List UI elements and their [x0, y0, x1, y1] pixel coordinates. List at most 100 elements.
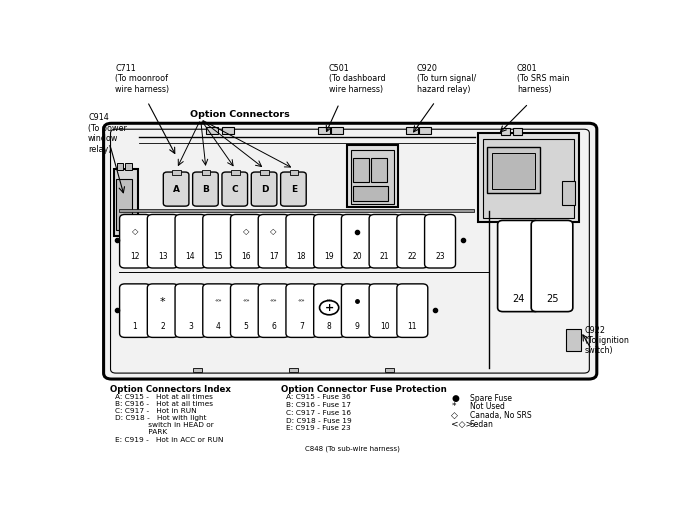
- Text: +: +: [325, 303, 334, 313]
- FancyBboxPatch shape: [193, 172, 218, 206]
- Bar: [372, 158, 387, 182]
- Text: 11: 11: [407, 322, 417, 331]
- Text: 13: 13: [158, 252, 168, 262]
- FancyBboxPatch shape: [341, 284, 372, 337]
- Bar: [406, 127, 418, 134]
- Bar: [493, 153, 535, 188]
- FancyBboxPatch shape: [286, 284, 317, 337]
- Text: 16: 16: [241, 252, 250, 262]
- FancyBboxPatch shape: [230, 214, 261, 268]
- Text: Canada, No SRS: Canada, No SRS: [470, 411, 532, 420]
- Text: 8: 8: [327, 322, 332, 331]
- Text: 4: 4: [216, 322, 221, 331]
- Text: 19: 19: [324, 252, 334, 262]
- FancyBboxPatch shape: [120, 214, 151, 268]
- Bar: [222, 127, 234, 134]
- Text: Option Connectors Index: Option Connectors Index: [110, 385, 231, 394]
- Text: Sedan: Sedan: [470, 420, 494, 429]
- Bar: [231, 170, 239, 175]
- Text: «»: «»: [270, 298, 277, 303]
- Bar: [419, 127, 431, 134]
- FancyBboxPatch shape: [120, 284, 151, 337]
- Text: 10: 10: [380, 322, 389, 331]
- Text: 12: 12: [130, 252, 140, 262]
- Text: Option Connector Fuse Protection: Option Connector Fuse Protection: [281, 385, 447, 394]
- FancyBboxPatch shape: [163, 172, 189, 206]
- Text: «»: «»: [242, 298, 250, 303]
- FancyBboxPatch shape: [222, 172, 248, 206]
- Bar: [173, 170, 181, 175]
- Bar: [351, 150, 394, 204]
- Text: 22: 22: [407, 252, 417, 262]
- Text: 6: 6: [271, 322, 276, 331]
- Text: 21: 21: [380, 252, 389, 262]
- Bar: [318, 127, 330, 134]
- FancyBboxPatch shape: [424, 214, 455, 268]
- Bar: [260, 170, 269, 175]
- Bar: [332, 127, 343, 134]
- Text: C501
(To dashboard
wire harness): C501 (To dashboard wire harness): [329, 64, 385, 94]
- Bar: [125, 163, 132, 169]
- Text: C: C: [232, 184, 239, 194]
- Text: C914
(To power
window
relay): C914 (To power window relay): [88, 113, 127, 153]
- Bar: [353, 158, 369, 182]
- Text: E: C919 - Fuse 23: E: C919 - Fuse 23: [286, 425, 351, 432]
- Text: ◇: ◇: [451, 411, 458, 420]
- Text: 20: 20: [352, 252, 362, 262]
- Text: D: C918 -   Hot with light: D: C918 - Hot with light: [116, 415, 207, 421]
- Text: D: C918 - Fuse 19: D: C918 - Fuse 19: [286, 418, 352, 423]
- Text: 2: 2: [160, 322, 165, 331]
- FancyBboxPatch shape: [104, 123, 596, 379]
- FancyBboxPatch shape: [397, 284, 428, 337]
- FancyBboxPatch shape: [497, 220, 539, 312]
- Text: E: C919 -   Hot in ACC or RUN: E: C919 - Hot in ACC or RUN: [116, 437, 224, 442]
- Bar: [478, 133, 579, 222]
- FancyBboxPatch shape: [314, 214, 345, 268]
- Bar: [206, 127, 217, 134]
- Text: switch in HEAD or: switch in HEAD or: [116, 422, 214, 428]
- Text: A: C915 -   Hot at all times: A: C915 - Hot at all times: [116, 393, 213, 400]
- FancyBboxPatch shape: [147, 284, 178, 337]
- Text: 15: 15: [213, 252, 223, 262]
- FancyBboxPatch shape: [147, 214, 178, 268]
- Text: 23: 23: [436, 252, 445, 262]
- Text: D: D: [261, 184, 268, 194]
- FancyBboxPatch shape: [314, 284, 345, 337]
- Text: 7: 7: [299, 322, 304, 331]
- Text: *: *: [451, 402, 455, 411]
- Text: C: C917 -   Hot in RUN: C: C917 - Hot in RUN: [116, 408, 197, 414]
- Text: <◇>: <◇>: [451, 420, 473, 429]
- Text: 18: 18: [297, 252, 306, 262]
- Bar: [501, 128, 510, 135]
- Circle shape: [319, 301, 338, 315]
- Bar: [483, 139, 574, 218]
- FancyBboxPatch shape: [175, 214, 206, 268]
- Text: «»: «»: [215, 298, 222, 303]
- Text: E: E: [291, 184, 297, 194]
- Text: ◇: ◇: [270, 227, 277, 236]
- Text: 24: 24: [513, 294, 525, 304]
- Text: Option Connectors: Option Connectors: [190, 110, 290, 119]
- FancyBboxPatch shape: [230, 284, 261, 337]
- FancyBboxPatch shape: [203, 284, 234, 337]
- Text: ◇: ◇: [243, 227, 249, 236]
- Text: 5: 5: [244, 322, 248, 331]
- Bar: [193, 368, 202, 372]
- Text: ◇: ◇: [132, 227, 138, 236]
- Text: C920
(To turn signal/
hazard relay): C920 (To turn signal/ hazard relay): [417, 64, 476, 94]
- Text: 25: 25: [546, 294, 558, 304]
- FancyBboxPatch shape: [397, 214, 428, 268]
- Text: C848 (To sub-wire harness): C848 (To sub-wire harness): [305, 446, 400, 452]
- Bar: [353, 185, 388, 201]
- Text: 1: 1: [133, 322, 138, 331]
- Text: 3: 3: [188, 322, 193, 331]
- Text: 14: 14: [186, 252, 195, 262]
- Text: A: C915 - Fuse 36: A: C915 - Fuse 36: [286, 393, 351, 400]
- Text: C711
(To moonroof
wire harness): C711 (To moonroof wire harness): [116, 64, 169, 94]
- FancyBboxPatch shape: [175, 284, 206, 337]
- FancyBboxPatch shape: [369, 284, 400, 337]
- Bar: [289, 368, 298, 372]
- Text: C: C917 - Fuse 16: C: C917 - Fuse 16: [286, 409, 351, 416]
- FancyBboxPatch shape: [251, 172, 277, 206]
- FancyBboxPatch shape: [258, 284, 289, 337]
